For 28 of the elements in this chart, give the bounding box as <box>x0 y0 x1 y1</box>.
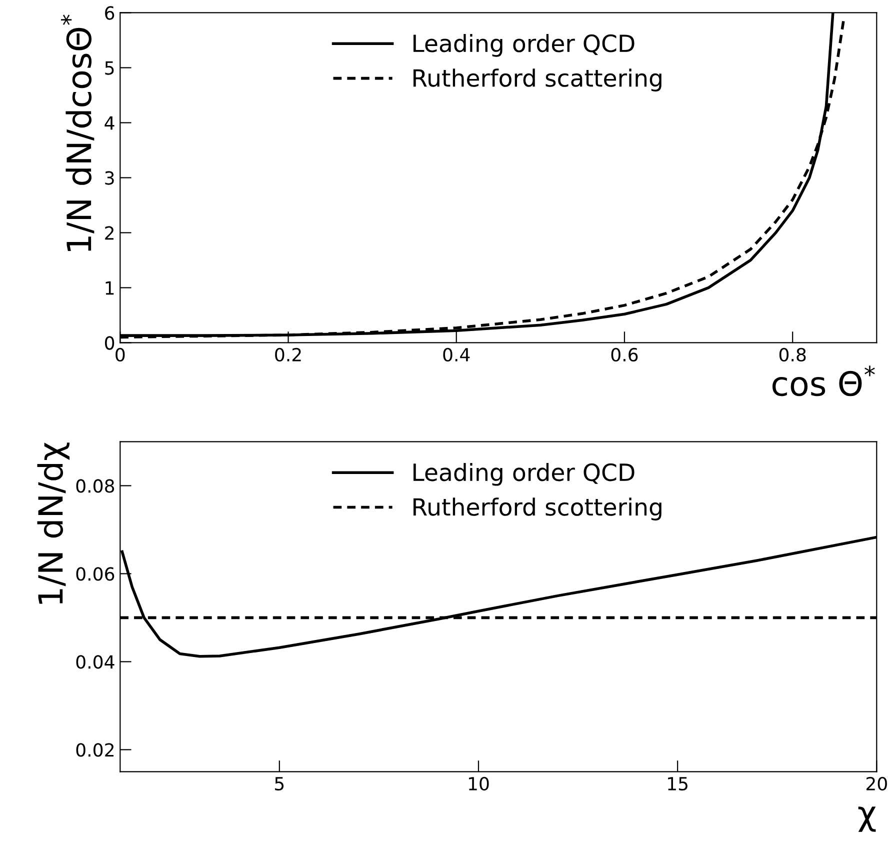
y-tick-label: 6 <box>105 6 114 20</box>
y-tick-label: 0 <box>104 336 114 350</box>
legend-label: Leading order QCD <box>414 462 634 486</box>
y-tick-label: 0.02 <box>76 743 114 757</box>
x-tick-label: 0 <box>116 348 125 362</box>
y-tick-label: 0.08 <box>76 479 114 493</box>
y-tick-label: 2 <box>105 226 114 240</box>
y-tick-label: 5 <box>105 61 114 75</box>
x-tick-label: 0.8 <box>779 348 806 362</box>
x-axis-title: cos Θ$^{*}$ <box>772 366 875 396</box>
x-tick-label: 10 <box>468 776 489 791</box>
y-tick-label: 4 <box>104 116 114 130</box>
y-tick-label: 0.06 <box>76 567 114 581</box>
legend-label: Rutherford scottering <box>414 498 662 520</box>
y-axis-title: 1/N dN/dχ <box>37 442 70 604</box>
x-tick-label: 0.2 <box>275 348 301 362</box>
x-tick-label: 0.4 <box>443 348 470 362</box>
x-tick-label: 5 <box>275 777 284 791</box>
legend-label: Rutherford scattering <box>414 68 662 92</box>
legend-label: Leading order QCD <box>414 34 634 57</box>
x-axis-title: χ <box>858 806 876 832</box>
y-axis-title: 1/N dN/dcosΘ$^{*}$ <box>60 14 94 252</box>
x-tick-label: 15 <box>668 777 688 791</box>
x-tick-label: 20 <box>866 776 887 791</box>
y-tick-label: 1 <box>106 281 114 295</box>
y-tick-label: 3 <box>105 171 114 185</box>
y-tick-label: 0.04 <box>76 655 114 669</box>
x-tick-label: 0.6 <box>611 348 638 362</box>
